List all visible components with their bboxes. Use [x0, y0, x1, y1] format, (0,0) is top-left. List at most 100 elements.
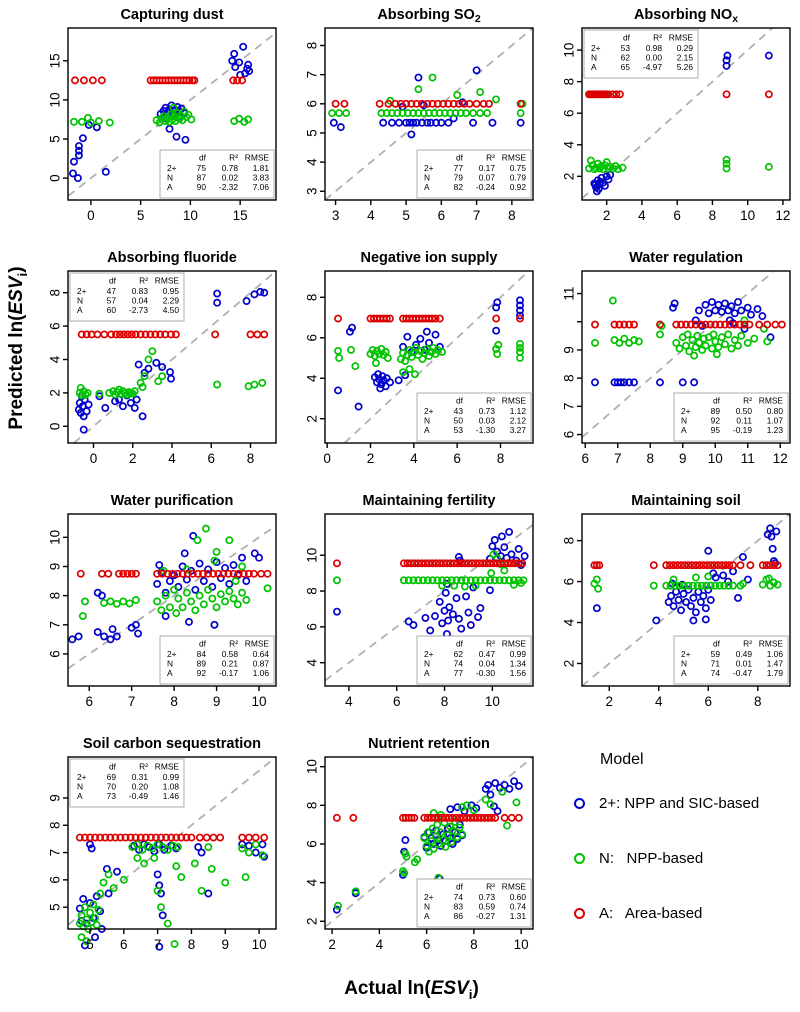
data-point-red — [97, 76, 106, 85]
data-point-blue — [172, 132, 181, 141]
panel-capturing-dust: Capturing dust 0 5 10 15 0 5 10 15 df R² RMSE 2+ 75 0.… — [26, 4, 283, 247]
x-tick-label: 4 — [638, 208, 646, 223]
data-point-blue — [734, 594, 742, 602]
data-point-red — [430, 813, 439, 822]
data-point-blue — [106, 635, 115, 644]
data-point-green — [433, 576, 442, 585]
data-point-green — [144, 355, 153, 364]
x-tick-label: 10 — [252, 937, 267, 952]
stats-cell: RMSE — [669, 33, 694, 43]
data-point-red — [244, 569, 253, 578]
data-point-green — [516, 343, 524, 352]
data-point-red — [706, 320, 715, 329]
data-points — [68, 524, 272, 644]
data-point-green — [169, 103, 178, 112]
data-point-blue — [166, 368, 174, 376]
stats-cell: -1.30 — [476, 425, 495, 435]
data-point-red — [425, 559, 433, 568]
data-point-blue — [704, 309, 713, 318]
data-point-blue — [772, 527, 781, 536]
data-point-green — [173, 843, 182, 852]
data-point-blue — [153, 870, 162, 879]
data-point-green — [691, 573, 700, 582]
x-tick-label: 7 — [614, 451, 622, 466]
stats-table: df R² RMSE 2+ 47 0.83 0.95 N 57 0.04 2.29 A 60 -2.73 4… — [69, 272, 185, 322]
x-tick-label: 8 — [188, 937, 196, 952]
data-point-green — [739, 579, 747, 588]
data-point-red — [649, 561, 658, 570]
stats-cell: 2.12 — [510, 416, 527, 426]
data-point-green — [462, 109, 470, 118]
x-tick-label: 8 — [170, 694, 178, 709]
data-point-red — [455, 99, 463, 108]
y-tick-label: 4 — [305, 158, 320, 166]
data-point-blue — [332, 905, 341, 914]
data-point-blue — [409, 621, 418, 630]
data-point-green — [221, 597, 230, 606]
data-point-red — [407, 559, 416, 568]
data-point-red — [219, 569, 228, 578]
scatter-plot: Soil carbon sequestration 5 6 7 8 9 10 5 6 7 8 9 df R… — [48, 736, 277, 952]
data-point-blue — [74, 146, 83, 155]
x-tick-label: 6 — [705, 694, 713, 709]
data-point-red — [153, 569, 162, 578]
data-point-blue — [333, 607, 341, 616]
data-point-red — [204, 569, 213, 578]
data-point-green — [721, 340, 729, 349]
stats-cell: df — [109, 762, 117, 772]
data-point-blue — [155, 942, 164, 951]
data-point-red — [349, 813, 358, 822]
data-point-red — [450, 559, 459, 568]
data-point-green — [443, 831, 452, 840]
data-point-blue — [334, 386, 342, 395]
stats-cell: 2+ — [424, 892, 434, 902]
stats-cell: 0.83 — [132, 286, 149, 296]
stats-cell: R² — [743, 396, 752, 406]
data-point-blue — [596, 177, 605, 186]
x-tick-label: 5 — [137, 208, 145, 223]
data-point-blue — [437, 118, 446, 127]
data-point-red — [703, 561, 711, 570]
data-point-green — [351, 362, 360, 371]
data-point-blue — [492, 303, 501, 312]
data-point-green — [82, 937, 91, 946]
stats-cell: 0.04 — [132, 296, 149, 306]
stats-cell: -2.73 — [129, 305, 148, 315]
data-point-blue — [701, 615, 710, 624]
y-axis: 0 5 10 15 — [48, 53, 68, 182]
y-tick-label: 5 — [305, 129, 320, 137]
data-point-green — [680, 581, 688, 590]
data-point-green — [495, 576, 504, 585]
data-point-red — [479, 99, 488, 108]
panel-title: Absorbing NOx — [634, 7, 738, 25]
data-point-blue — [630, 378, 638, 387]
data-point-green — [105, 118, 114, 127]
data-point-green — [333, 576, 341, 585]
x-tick-label: 15 — [233, 208, 248, 223]
data-point-blue — [677, 606, 685, 615]
stats-cell: 1.79 — [767, 668, 784, 678]
data-point-blue — [696, 598, 705, 606]
stats-cell: 92 — [711, 416, 721, 426]
y-tick-label: 8 — [562, 78, 577, 86]
data-point-green — [476, 109, 485, 118]
x-tick-label: 0 — [87, 208, 95, 223]
data-point-green — [157, 903, 165, 912]
data-point-blue — [719, 571, 728, 580]
identity-line — [324, 27, 534, 201]
data-point-red — [158, 569, 167, 578]
data-point-green — [221, 878, 230, 887]
data-point-blue — [488, 542, 497, 551]
data-point-red — [449, 99, 458, 108]
data-point-red — [146, 330, 155, 339]
plot-border — [581, 270, 791, 444]
data-point-green — [675, 344, 684, 353]
data-point-green — [238, 562, 246, 571]
stats-table: df R² RMSE 2+ 84 0.58 0.64 N 89 0.21 0.87 A 92 -0.17 1… — [159, 635, 275, 685]
stats-cell: 0.47 — [479, 649, 496, 659]
stats-cell: -0.19 — [733, 425, 752, 435]
data-point-green — [94, 117, 103, 125]
stats-cell: -0.30 — [476, 668, 495, 678]
data-point-blue — [98, 591, 106, 600]
data-point-blue — [669, 303, 677, 312]
